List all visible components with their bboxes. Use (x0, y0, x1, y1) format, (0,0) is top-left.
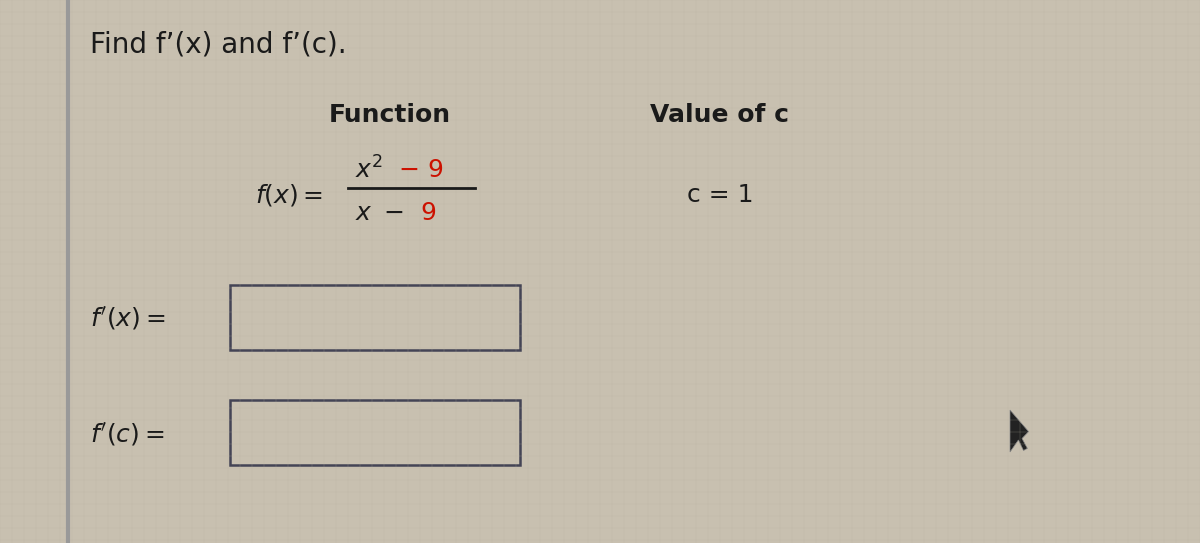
Text: Function: Function (329, 103, 451, 127)
Text: $-\ 9$: $-\ 9$ (398, 158, 443, 182)
Text: $f(x) =$: $f(x) =$ (256, 182, 323, 208)
Text: $f'(x) =$: $f'(x) =$ (90, 305, 166, 331)
Text: Value of c: Value of c (650, 103, 790, 127)
Text: $x\ -\ $: $x\ -\ $ (355, 201, 403, 225)
FancyBboxPatch shape (230, 400, 520, 465)
Text: c = 1: c = 1 (686, 183, 754, 207)
FancyBboxPatch shape (230, 285, 520, 350)
Text: $f'(c) =$: $f'(c) =$ (90, 421, 164, 449)
Text: Find f’(x) and f’(c).: Find f’(x) and f’(c). (90, 31, 347, 59)
Text: $9$: $9$ (420, 201, 436, 225)
Polygon shape (1010, 410, 1028, 452)
Text: $x^2$: $x^2$ (355, 156, 383, 184)
